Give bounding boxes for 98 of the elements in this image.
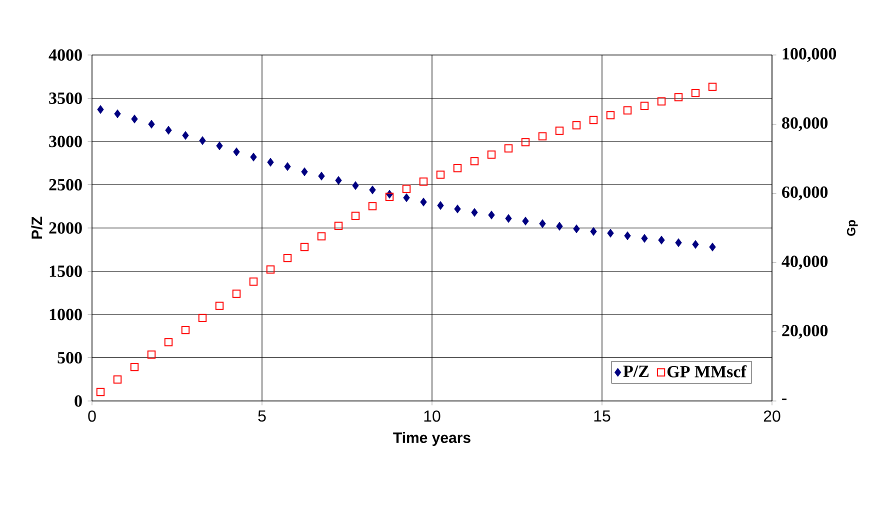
point	[403, 193, 410, 202]
point	[453, 164, 462, 172]
point	[708, 82, 717, 91]
y-tick-label: 3500	[49, 92, 82, 104]
point	[198, 314, 207, 322]
point	[487, 150, 496, 159]
x-tick-label: 5	[258, 410, 266, 422]
point	[216, 141, 223, 150]
point	[249, 278, 258, 286]
point	[640, 102, 649, 110]
y2-tick-label: 60,000	[782, 186, 828, 200]
point	[470, 157, 479, 166]
point	[385, 192, 394, 201]
point	[148, 120, 155, 129]
point	[233, 147, 240, 156]
point	[284, 162, 291, 171]
point	[113, 375, 122, 384]
point	[317, 232, 326, 240]
point	[267, 158, 274, 167]
point	[266, 265, 275, 274]
x-tick-label: 20	[764, 410, 780, 422]
y2-tick-label: -	[782, 398, 787, 400]
point	[182, 131, 189, 140]
y2-tick-label: 20,000	[782, 324, 828, 339]
y-axis-title: P/Z	[31, 216, 42, 239]
point	[709, 242, 716, 252]
point	[657, 97, 666, 106]
point	[114, 109, 121, 118]
point	[402, 184, 411, 193]
point	[420, 198, 427, 206]
point	[199, 136, 206, 146]
point	[658, 236, 665, 244]
point	[606, 111, 615, 120]
point	[471, 208, 478, 217]
x-tick-label: 0	[88, 410, 96, 422]
y-tick-label: 2000	[49, 222, 82, 234]
point	[97, 105, 104, 114]
point	[165, 126, 172, 135]
point	[573, 224, 580, 234]
point	[164, 338, 173, 346]
point	[504, 144, 513, 153]
x-tick-label: 15	[594, 410, 610, 422]
point	[454, 204, 461, 214]
point	[624, 231, 631, 240]
point	[692, 240, 699, 249]
point	[589, 116, 598, 124]
point	[300, 242, 309, 252]
point	[572, 121, 581, 130]
point	[505, 214, 512, 223]
x-axis-title: Time years	[393, 432, 470, 446]
point	[215, 302, 224, 310]
y-tick-label: 2500	[49, 179, 82, 190]
point	[556, 222, 563, 231]
point	[437, 201, 444, 210]
point	[130, 362, 139, 372]
y-tick-label: 1500	[50, 266, 82, 277]
point	[555, 126, 564, 135]
point	[352, 181, 359, 190]
point	[641, 234, 648, 243]
point	[232, 290, 241, 298]
point	[590, 227, 597, 236]
point	[488, 210, 495, 220]
point	[334, 222, 343, 230]
point	[351, 212, 360, 220]
point	[436, 170, 445, 179]
point	[419, 178, 428, 186]
point	[607, 228, 614, 238]
point	[522, 216, 529, 226]
point	[283, 254, 292, 262]
legend-label: P/Z	[623, 366, 649, 378]
point	[538, 132, 547, 140]
point	[691, 88, 700, 98]
point	[131, 114, 138, 124]
y-tick-label: 0	[74, 395, 82, 407]
y2-tick-label: 80,000	[782, 117, 828, 132]
y-tick-label: 3000	[49, 136, 82, 148]
y2-tick-label: 40,000	[782, 256, 828, 270]
point	[250, 152, 257, 162]
point	[674, 93, 683, 102]
point	[521, 138, 530, 146]
point	[181, 326, 190, 334]
point	[301, 167, 308, 176]
point	[369, 186, 376, 194]
point	[623, 106, 632, 114]
point	[318, 172, 325, 180]
point	[675, 238, 682, 248]
point	[147, 350, 156, 359]
point	[368, 202, 377, 210]
point	[539, 219, 546, 228]
legend-label: GP MMscf	[667, 365, 747, 378]
y2-axis-title: Gp	[846, 220, 858, 236]
point	[96, 388, 105, 396]
point	[335, 176, 342, 185]
y-tick-label: 4000	[48, 49, 82, 61]
y-tick-label: 500	[58, 352, 82, 364]
x-tick-label: 10	[424, 410, 440, 422]
y2-tick-label: 100,000	[782, 48, 836, 62]
y-tick-label: 1000	[50, 308, 82, 320]
